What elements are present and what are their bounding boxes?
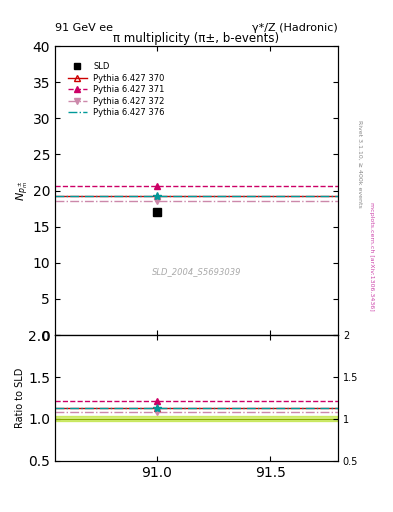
Y-axis label: Ratio to SLD: Ratio to SLD bbox=[15, 368, 26, 428]
Y-axis label: $N_{p_m^\pm}$: $N_{p_m^\pm}$ bbox=[14, 180, 30, 201]
Text: Rivet 3.1.10, ≥ 400k events: Rivet 3.1.10, ≥ 400k events bbox=[357, 120, 362, 208]
Bar bbox=[55, 416, 338, 421]
Text: mcplots.cern.ch [arXiv:1306.3436]: mcplots.cern.ch [arXiv:1306.3436] bbox=[369, 202, 374, 310]
Text: 91 GeV ee: 91 GeV ee bbox=[55, 23, 113, 33]
Text: γ*/Z (Hadronic): γ*/Z (Hadronic) bbox=[252, 23, 338, 33]
Text: SLD_2004_S5693039: SLD_2004_S5693039 bbox=[152, 267, 241, 276]
Legend: SLD, Pythia 6.427 370, Pythia 6.427 371, Pythia 6.427 372, Pythia 6.427 376: SLD, Pythia 6.427 370, Pythia 6.427 371,… bbox=[65, 59, 168, 121]
Title: π multiplicity (π±, b-events): π multiplicity (π±, b-events) bbox=[114, 32, 279, 45]
